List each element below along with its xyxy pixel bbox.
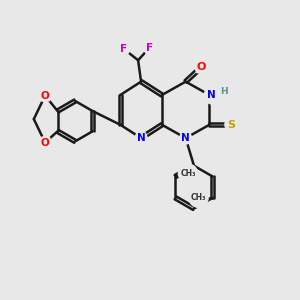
Circle shape <box>189 188 208 207</box>
Text: N: N <box>137 133 146 143</box>
Text: O: O <box>41 138 50 148</box>
Circle shape <box>39 90 51 102</box>
Circle shape <box>218 85 230 98</box>
Text: F: F <box>146 43 153 53</box>
Text: CH₃: CH₃ <box>191 194 206 202</box>
Text: N: N <box>207 90 215 100</box>
Circle shape <box>39 136 51 148</box>
Circle shape <box>195 61 207 73</box>
Text: CH₃: CH₃ <box>180 169 196 178</box>
Circle shape <box>118 43 130 55</box>
Circle shape <box>180 132 192 144</box>
Circle shape <box>178 164 197 183</box>
Text: O: O <box>41 91 50 100</box>
Text: H: H <box>220 87 227 96</box>
Circle shape <box>204 85 224 104</box>
Text: F: F <box>120 44 128 54</box>
Text: O: O <box>196 62 206 72</box>
Circle shape <box>135 132 147 144</box>
Text: N: N <box>181 133 190 143</box>
Circle shape <box>225 119 237 131</box>
Circle shape <box>143 42 155 54</box>
Text: S: S <box>227 120 235 130</box>
